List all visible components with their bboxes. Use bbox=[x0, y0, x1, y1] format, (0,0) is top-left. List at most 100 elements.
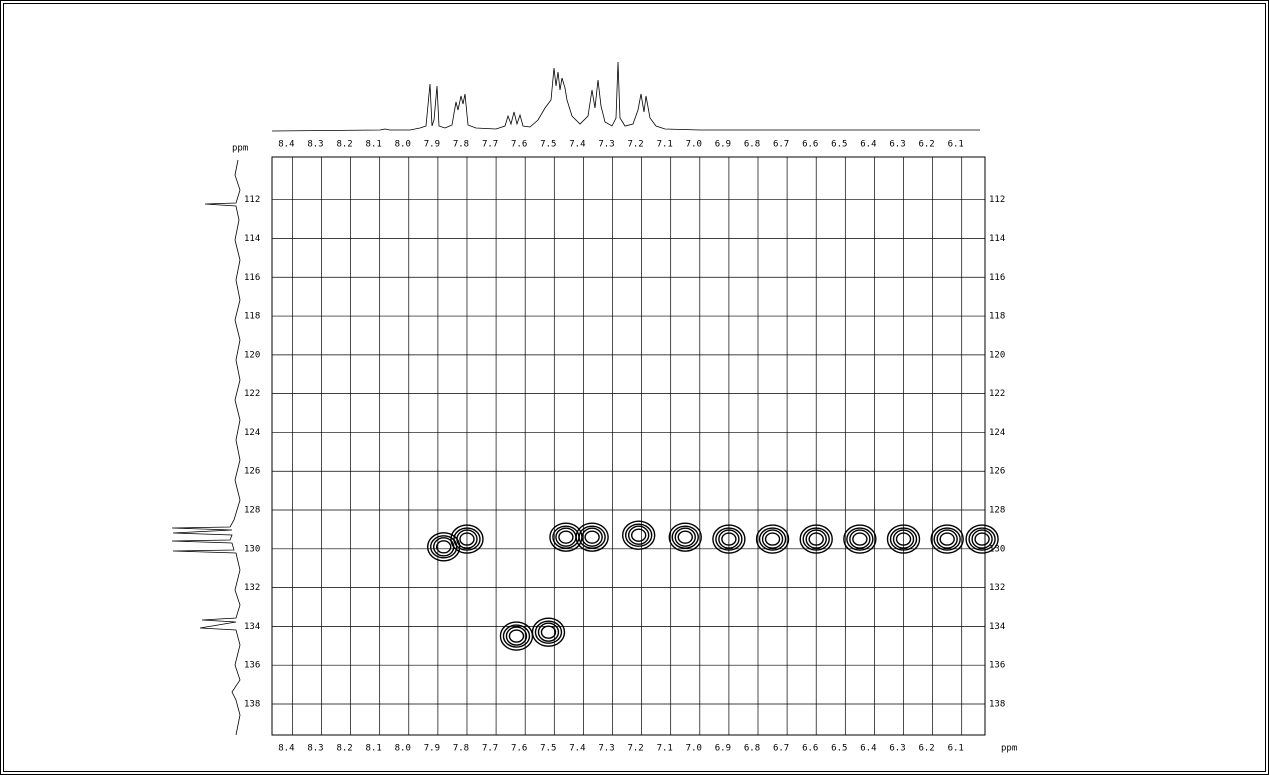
y-tick-label: 138 bbox=[989, 699, 1005, 709]
x-tick-label: 8.2 bbox=[336, 140, 352, 150]
contour-level bbox=[534, 620, 563, 644]
x-tick-label: 7.6 bbox=[511, 140, 527, 150]
y-tick-label: 128 bbox=[989, 506, 1005, 516]
contour-level bbox=[502, 624, 531, 648]
y-tick-label: 132 bbox=[244, 583, 260, 593]
x-tick-label: 7.0 bbox=[686, 744, 702, 754]
y-tick-label: 116 bbox=[989, 273, 1005, 283]
contour-level bbox=[974, 532, 990, 546]
x-tick-label: 6.1 bbox=[948, 744, 964, 754]
y-tick-label: 122 bbox=[244, 389, 260, 399]
contour-level bbox=[531, 617, 566, 647]
contour-level bbox=[712, 524, 746, 554]
contour-level bbox=[889, 527, 918, 551]
x-tick-label: 6.8 bbox=[744, 140, 760, 150]
x-tick-label: 6.5 bbox=[831, 140, 847, 150]
x-tick-label: 6.7 bbox=[773, 744, 789, 754]
contour-level bbox=[430, 535, 458, 559]
x-tick-label: 6.7 bbox=[773, 140, 789, 150]
left-projection bbox=[171, 159, 241, 736]
contour-level bbox=[558, 530, 574, 544]
contour-level bbox=[933, 527, 961, 551]
contour-level bbox=[584, 530, 600, 544]
y-tick-label: 138 bbox=[244, 699, 260, 709]
x-tick-label: 7.4 bbox=[569, 140, 585, 150]
contour-level bbox=[621, 520, 656, 550]
x-tick-label: 8.1 bbox=[366, 744, 382, 754]
contour-level bbox=[537, 622, 560, 642]
contour-level bbox=[936, 529, 958, 549]
contour-level bbox=[843, 524, 877, 554]
x-tick-label: 7.5 bbox=[540, 744, 556, 754]
contour-level bbox=[453, 527, 481, 551]
contour-level bbox=[761, 529, 784, 549]
contour-level bbox=[549, 522, 583, 552]
contour-level bbox=[892, 529, 915, 549]
x-tick-label: 7.7 bbox=[482, 140, 498, 150]
x-tick-label: 6.9 bbox=[715, 140, 731, 150]
x-tick-label: 7.0 bbox=[686, 140, 702, 150]
plot-area bbox=[271, 156, 986, 736]
contour-level bbox=[755, 524, 790, 554]
y-tick-label: 126 bbox=[244, 467, 260, 477]
x-tick-label: 6.3 bbox=[889, 744, 905, 754]
contour-level bbox=[627, 525, 650, 545]
contour-level bbox=[799, 524, 833, 554]
contour-level bbox=[849, 529, 871, 549]
contour-level bbox=[540, 625, 557, 639]
x-tick-label: 7.1 bbox=[657, 744, 673, 754]
x-tick-label: 8.2 bbox=[336, 744, 352, 754]
x-tick-label: 8.4 bbox=[278, 140, 294, 150]
x-tick-label: 8.1 bbox=[366, 140, 382, 150]
contour-level bbox=[895, 532, 912, 546]
y-tick-label: 112 bbox=[989, 195, 1005, 205]
y-tick-label: 132 bbox=[989, 583, 1005, 593]
x-tick-label: 6.8 bbox=[744, 744, 760, 754]
inner-frame bbox=[3, 3, 1266, 772]
y-tick-label: 120 bbox=[989, 350, 1005, 360]
contour-level bbox=[508, 629, 525, 643]
x-tick-label: 6.1 bbox=[948, 140, 964, 150]
x-tick-label: 7.6 bbox=[511, 744, 527, 754]
x-tick-label: 8.3 bbox=[307, 140, 323, 150]
contour-level bbox=[930, 524, 964, 554]
contour-level bbox=[674, 527, 696, 547]
y-tick-label: 130 bbox=[244, 544, 260, 554]
x-tick-label: 6.3 bbox=[889, 140, 905, 150]
y-tick-label: 112 bbox=[244, 195, 260, 205]
contour-level bbox=[718, 529, 740, 549]
x-tick-label: 7.2 bbox=[627, 140, 643, 150]
x-tick-label: 7.3 bbox=[598, 140, 614, 150]
y-tick-label: 136 bbox=[244, 661, 260, 671]
contour-level bbox=[721, 532, 737, 546]
x-tick-label: 6.2 bbox=[918, 140, 934, 150]
y-tick-label: 124 bbox=[244, 428, 260, 438]
x-tick-label: 6.6 bbox=[802, 744, 818, 754]
contour-level bbox=[575, 522, 609, 552]
x-tick-label: 6.4 bbox=[860, 140, 876, 150]
y-tick-label: 128 bbox=[244, 506, 260, 516]
contour-level bbox=[552, 525, 580, 549]
y-tick-label: 114 bbox=[244, 234, 260, 244]
y-tick-label: 120 bbox=[244, 350, 260, 360]
contour-level bbox=[581, 527, 603, 547]
contour-level bbox=[968, 527, 996, 551]
contour-level bbox=[505, 626, 528, 646]
contour-level bbox=[971, 529, 993, 549]
y-tick-label: 134 bbox=[989, 622, 1005, 632]
y-tick-label: 124 bbox=[989, 428, 1005, 438]
y-tick-label: 118 bbox=[244, 312, 260, 322]
x-tick-label: 6.9 bbox=[715, 744, 731, 754]
x-tick-label: 7.8 bbox=[453, 744, 469, 754]
top-projection bbox=[271, 61, 980, 132]
x-tick-label: 8.0 bbox=[395, 140, 411, 150]
x-tick-label: 6.2 bbox=[918, 744, 934, 754]
x-tick-label: 7.5 bbox=[540, 140, 556, 150]
contour-level bbox=[624, 523, 653, 547]
x-tick-label: 7.8 bbox=[453, 140, 469, 150]
contour-level bbox=[715, 527, 743, 551]
contour-level bbox=[852, 532, 868, 546]
y-tick-label: 136 bbox=[989, 661, 1005, 671]
contour-level bbox=[802, 527, 830, 551]
x-axis-label: ppm bbox=[232, 144, 248, 154]
